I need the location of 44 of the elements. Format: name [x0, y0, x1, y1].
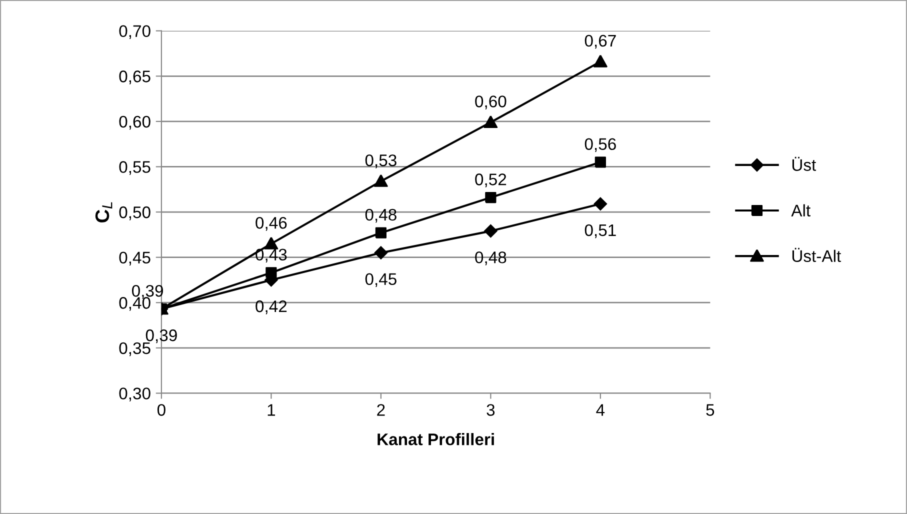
point — [374, 246, 388, 260]
point — [374, 174, 388, 187]
point — [484, 115, 498, 128]
data-label: 0,46 — [256, 216, 287, 231]
x-tick-label: 5 — [706, 404, 714, 416]
data-label: 0,53 — [365, 154, 396, 168]
point — [594, 197, 608, 210]
data-label: 0,39 — [146, 329, 177, 344]
y-axis-title: C$_{L}$ — [95, 202, 112, 222]
x-tick-label: 3 — [486, 404, 495, 416]
point — [594, 156, 606, 168]
x-tick-label: 1 — [268, 404, 276, 416]
y-tick-label: 0,50 — [119, 206, 150, 220]
data-label: 0,42 — [256, 300, 287, 314]
y-tick-label: 0,65 — [119, 70, 150, 84]
data-label: 0,48 — [475, 252, 506, 266]
legend-label: Üst-Alt — [792, 248, 842, 262]
point — [484, 224, 498, 238]
data-label: 0,56 — [584, 138, 616, 152]
data-label: 0,45 — [365, 273, 396, 288]
x-tick-label: 4 — [596, 404, 605, 416]
x-tick-label: 0 — [157, 404, 166, 416]
y-tick-label: 0,30 — [119, 388, 150, 402]
point — [593, 54, 608, 68]
data-label: 0,48 — [365, 208, 396, 223]
data-label: 0,60 — [475, 96, 506, 110]
data-label: 0,39 — [132, 284, 163, 299]
x-axis-title: Kanat Profilleri — [378, 433, 494, 446]
y-tick-label: 0,35 — [119, 342, 150, 356]
data-label: 0,51 — [584, 224, 616, 238]
data-label: 0,43 — [256, 248, 287, 262]
data-label: 0,67 — [584, 34, 616, 49]
y-tick-label: 0,45 — [119, 252, 150, 266]
legend-label: Alt — [791, 204, 810, 216]
x-tick-label: 2 — [377, 404, 385, 416]
y-tick-label: 0,60 — [119, 116, 150, 130]
y-tick-label: 0,55 — [119, 161, 150, 175]
y-tick-label: 0,70 — [119, 25, 150, 40]
legend-label: Üst — [792, 156, 816, 171]
y-tick-label: 0,40 — [119, 297, 150, 311]
point — [485, 192, 496, 204]
point — [264, 236, 278, 250]
data-label: 0,52 — [475, 174, 506, 188]
point — [375, 227, 386, 238]
